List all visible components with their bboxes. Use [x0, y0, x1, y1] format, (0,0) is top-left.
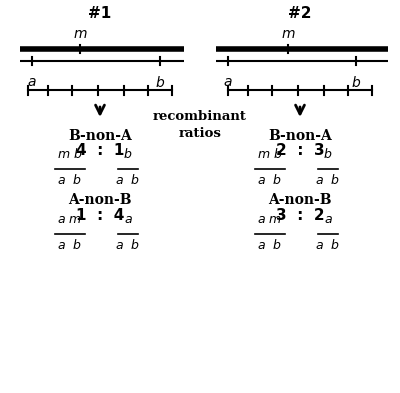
Text: $\mathit{a}$: $\mathit{a}$: [223, 75, 233, 89]
Text: $a\ m$: $a\ m$: [258, 213, 282, 226]
Text: $a\ \ b$: $a\ \ b$: [316, 238, 340, 252]
Text: $a\ \ b$: $a\ \ b$: [116, 173, 140, 187]
Text: $a\ \ b$: $a\ \ b$: [58, 173, 82, 187]
Text: 3  :  2: 3 : 2: [276, 208, 324, 223]
Text: $a\ m$: $a\ m$: [58, 213, 82, 226]
Text: $\mathit{m}$: $\mathit{m}$: [281, 27, 295, 41]
Text: 2  :  3: 2 : 3: [276, 143, 324, 158]
Text: $a\ \ b$: $a\ \ b$: [316, 173, 340, 187]
Text: $\mathit{b}$: $\mathit{b}$: [351, 75, 361, 90]
Text: B-non-A: B-non-A: [268, 129, 332, 143]
Text: recombinant
ratios: recombinant ratios: [153, 110, 247, 140]
Text: $b$: $b$: [123, 147, 133, 161]
Text: A-non-B: A-non-B: [268, 193, 332, 208]
Text: $b$: $b$: [323, 147, 333, 161]
Text: 1  :  4: 1 : 4: [76, 208, 124, 223]
Text: 4  :  1: 4 : 1: [76, 143, 124, 158]
Text: $\mathit{a}$: $\mathit{a}$: [27, 75, 37, 89]
Text: A-non-B: A-non-B: [68, 193, 132, 208]
Text: #2: #2: [288, 6, 312, 21]
Text: $\mathit{b}$: $\mathit{b}$: [155, 75, 165, 90]
Text: $\mathit{m}$: $\mathit{m}$: [73, 27, 87, 41]
Text: $m\ b$: $m\ b$: [57, 147, 83, 161]
Text: $a\ \ b$: $a\ \ b$: [58, 238, 82, 252]
Text: $m\ b$: $m\ b$: [257, 147, 283, 161]
Text: B-non-A: B-non-A: [68, 129, 132, 143]
Text: #1: #1: [88, 6, 112, 21]
Text: $a\ \ b$: $a\ \ b$: [258, 173, 282, 187]
Text: $a$: $a$: [124, 213, 132, 226]
Text: $a\ \ b$: $a\ \ b$: [116, 238, 140, 252]
Text: $a\ \ b$: $a\ \ b$: [258, 238, 282, 252]
Text: $a$: $a$: [324, 213, 332, 226]
